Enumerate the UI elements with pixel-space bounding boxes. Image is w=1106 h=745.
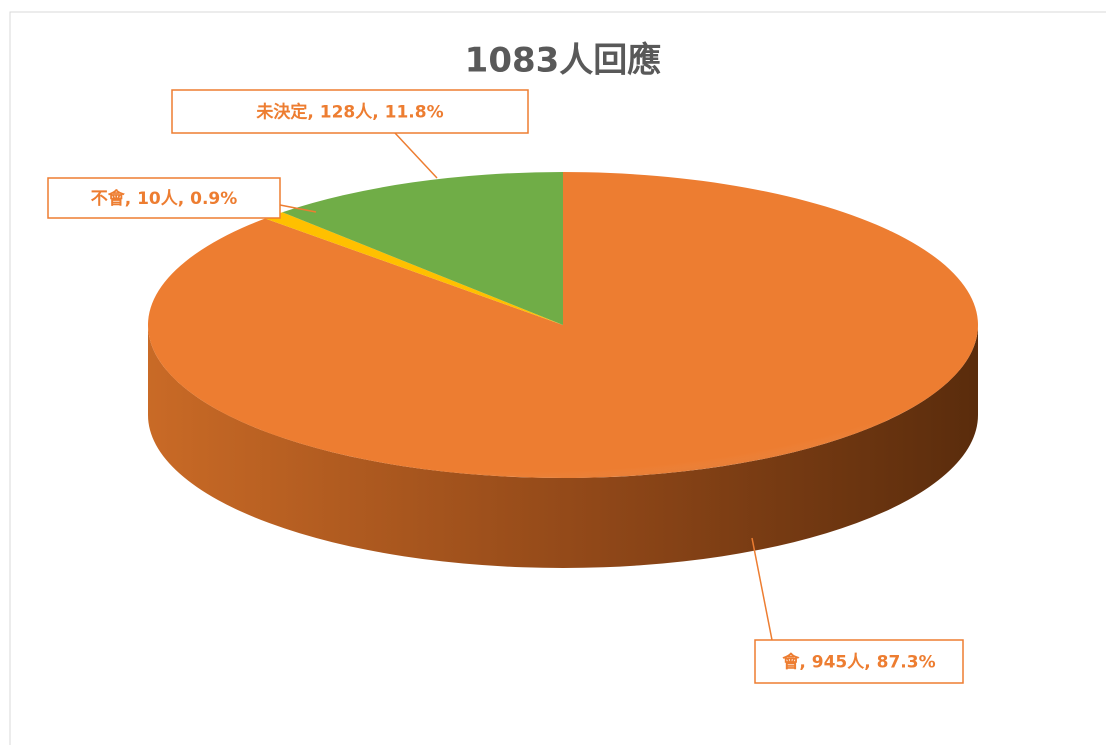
label-box (754, 639, 964, 684)
chart-title: 1083人回應 (465, 41, 662, 81)
label-box (47, 177, 281, 219)
data-label: 會, 945人, 87.3% (781, 652, 935, 673)
leader-line (279, 204, 317, 213)
leader-line (751, 537, 773, 641)
data-label: 未決定, 128人, 11.8% (255, 102, 443, 123)
pie-shade (148, 172, 978, 478)
label-box (171, 89, 529, 134)
leader-line (394, 132, 438, 179)
data-label: 不會, 10人, 0.9% (91, 188, 238, 209)
pie-side (148, 325, 978, 568)
